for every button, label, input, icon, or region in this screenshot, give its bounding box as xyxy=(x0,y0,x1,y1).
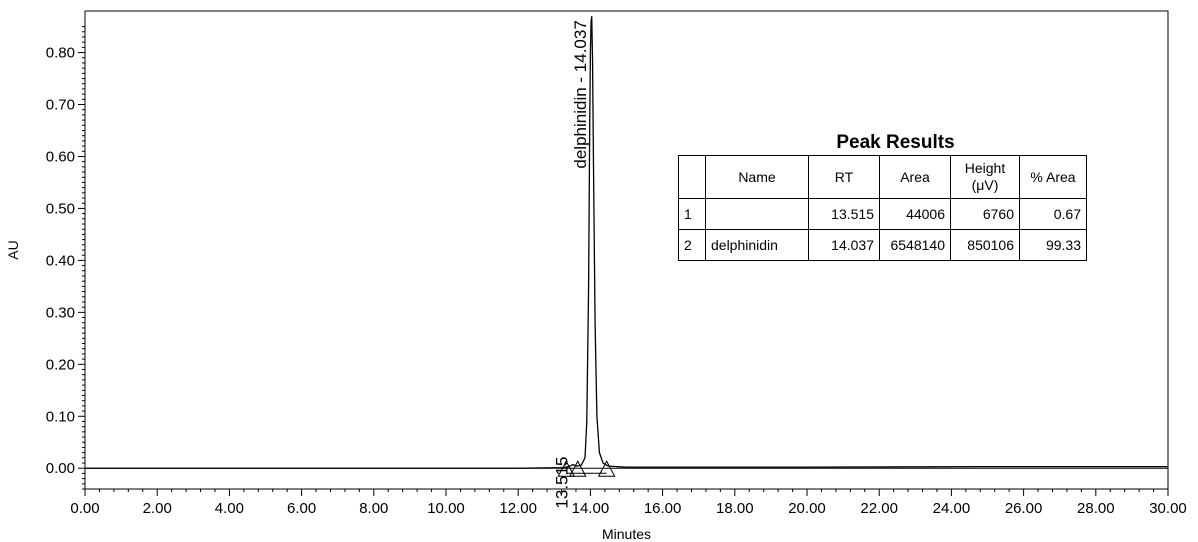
x-tick-label: 30.00 xyxy=(1149,500,1187,517)
row-2-area: 6548140 xyxy=(879,229,951,261)
x-tick-label: 28.00 xyxy=(1077,500,1115,517)
x-tick-label: 6.00 xyxy=(287,500,316,517)
baseline-marker xyxy=(568,460,587,477)
x-tick-label: 12.00 xyxy=(499,500,537,517)
y-tick-label: 0.40 xyxy=(46,252,75,269)
y-tick-label: 0.20 xyxy=(46,356,75,373)
row-1-index: 1 xyxy=(678,198,706,230)
x-tick-label: 14.00 xyxy=(572,500,610,517)
header-rt: RT xyxy=(808,155,880,199)
y-tick-label: 0.30 xyxy=(46,304,75,321)
baseline-marker xyxy=(597,460,616,477)
row-1-height: 6760 xyxy=(950,198,1020,230)
peak-label-minor: 13.515 xyxy=(552,457,571,509)
header-name: Name xyxy=(705,155,809,199)
y-axis-label: AU xyxy=(5,240,21,259)
y-tick-label: 0.10 xyxy=(46,408,75,425)
peak-results-table: Name RT Area Height (μV) % Area 1 13.515 … xyxy=(678,155,1087,261)
row-1-area: 44006 xyxy=(879,198,951,230)
y-tick-label: 0.50 xyxy=(46,200,75,217)
header-height-label: Height xyxy=(964,160,1006,176)
x-tick-label: 22.00 xyxy=(860,500,898,517)
header-index xyxy=(678,155,706,199)
x-tick-label: 16.00 xyxy=(644,500,682,517)
table-row: 2 delphinidin 14.037 6548140 850106 99.3… xyxy=(678,229,1087,261)
y-tick-label: 0.80 xyxy=(46,45,75,62)
x-tick-label: 4.00 xyxy=(215,500,244,517)
x-tick-label: 2.00 xyxy=(143,500,172,517)
y-tick-label: 0.70 xyxy=(46,97,75,114)
x-tick-label: 8.00 xyxy=(359,500,388,517)
peak-label-main: delphinidin - 14.037 xyxy=(571,20,590,168)
x-tick-label: 26.00 xyxy=(1005,500,1043,517)
peak-results-panel: Peak Results Name RT Area Height (μV) % A… xyxy=(678,132,1087,261)
x-axis-label: Minutes xyxy=(602,526,651,542)
y-tick-label: 0.00 xyxy=(46,460,75,477)
y-tick-label: 0.60 xyxy=(46,148,75,165)
x-tick-label: 24.00 xyxy=(933,500,971,517)
x-tick-label: 10.00 xyxy=(427,500,465,517)
row-1-rt: 13.515 xyxy=(808,198,880,230)
row-2-index: 2 xyxy=(678,229,706,261)
baseline-marker xyxy=(557,460,576,477)
table-row: 1 13.515 44006 6760 0.67 xyxy=(678,198,1087,230)
header-height: Height (μV) xyxy=(950,155,1020,199)
x-tick-label: 18.00 xyxy=(716,500,754,517)
row-2-height: 850106 xyxy=(950,229,1020,261)
x-tick-label: 0.00 xyxy=(70,500,99,517)
chromatogram-trace xyxy=(85,16,1168,469)
table-header-row: Name RT Area Height (μV) % Area xyxy=(678,155,1087,199)
header-pct-area: % Area xyxy=(1019,155,1087,199)
row-1-name xyxy=(705,198,809,230)
row-2-pct-area: 99.33 xyxy=(1019,229,1087,261)
header-height-unit: (μV) xyxy=(971,177,999,193)
row-2-name: delphinidin xyxy=(705,229,809,261)
row-1-pct-area: 0.67 xyxy=(1019,198,1087,230)
x-tick-label: 20.00 xyxy=(788,500,826,517)
header-area: Area xyxy=(879,155,951,199)
peak-results-title: Peak Results xyxy=(836,132,955,153)
row-2-rt: 14.037 xyxy=(808,229,880,261)
